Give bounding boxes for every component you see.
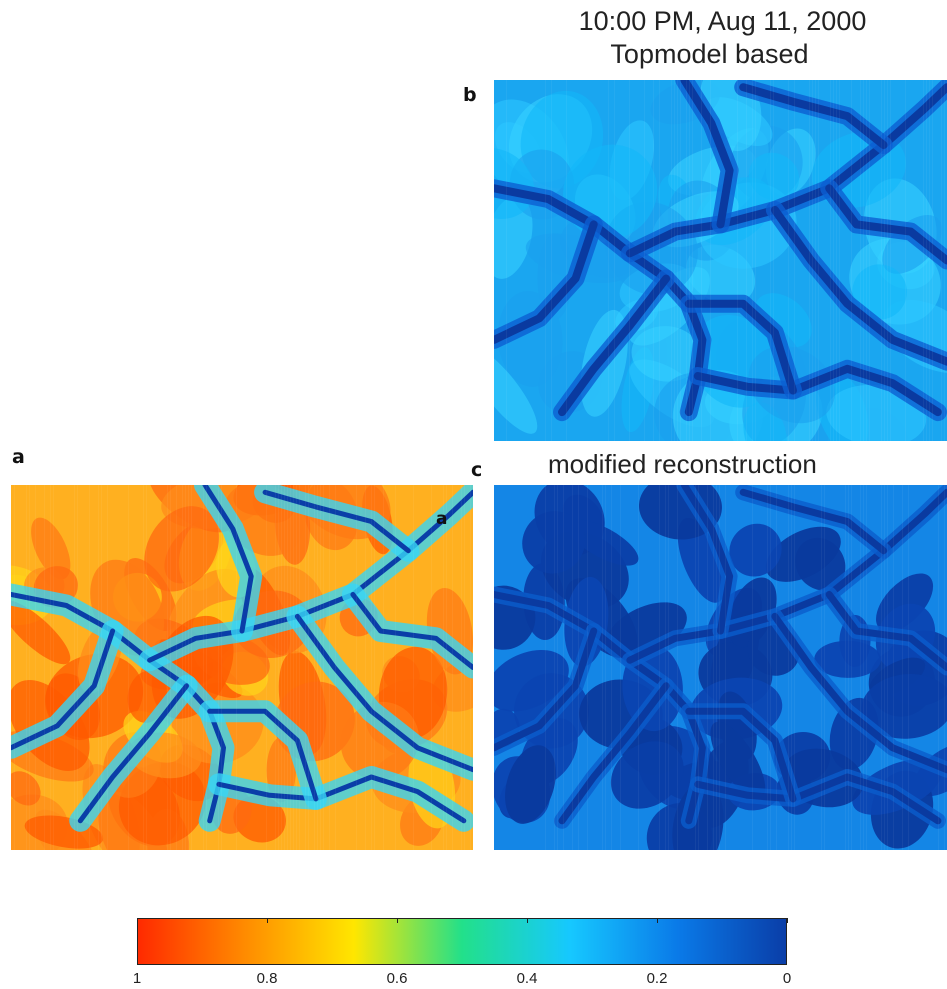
colorbar-tick-label: 0.4 — [516, 970, 538, 987]
panel-b-map — [494, 80, 947, 441]
colorbar-tick-label: 0.8 — [256, 970, 278, 987]
panel-c-title: modified reconstruction — [548, 449, 817, 479]
panel-label-c: c — [471, 459, 483, 481]
panel-c-map — [494, 485, 947, 850]
panel-c-raster — [494, 485, 947, 850]
colorbar-tick-mark — [786, 918, 788, 923]
panel-a-inset-label: a — [436, 509, 448, 529]
panel-b-raster — [494, 80, 947, 441]
colorbar-tick-label: 0.6 — [386, 970, 408, 987]
colorbar-tick-mark — [396, 918, 398, 923]
colorbar-tick-mark — [266, 918, 268, 923]
colorbar-tick-mark — [136, 918, 138, 923]
panel-label-b: b — [463, 84, 477, 106]
panel-a-raster — [11, 485, 473, 850]
colorbar-tick-label: 0 — [782, 970, 792, 987]
colorbar-tick-mark — [656, 918, 658, 923]
colorbar-tick-label: 0.2 — [646, 970, 668, 987]
figure-title-time: 10:00 PM, Aug 11, 2000 — [578, 6, 867, 36]
colorbar — [137, 918, 787, 965]
colorbar-tick-label: 1 — [132, 970, 142, 987]
panel-label-a: a — [12, 446, 25, 468]
colorbar-tick-mark — [526, 918, 528, 923]
panel-a-map — [11, 485, 473, 850]
figure-title-method: Topmodel based — [610, 39, 809, 69]
